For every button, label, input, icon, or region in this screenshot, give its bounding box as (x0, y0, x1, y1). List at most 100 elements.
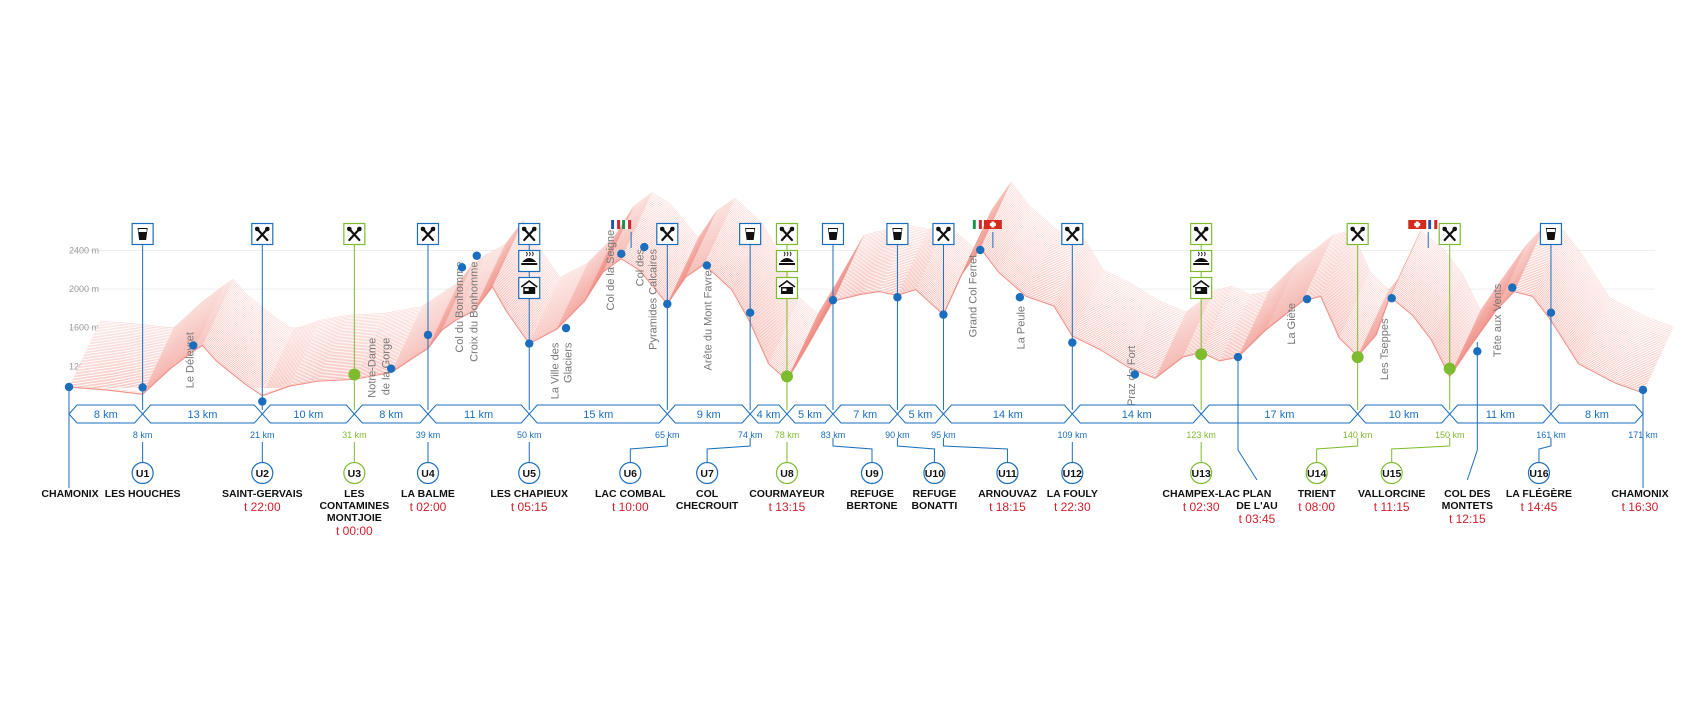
station-badge (696, 461, 719, 485)
fork-head (1350, 226, 1355, 232)
cumulative-km-label: 171 km (1628, 430, 1658, 440)
station-badge-label: U5 (523, 468, 537, 480)
italy-flag (622, 220, 632, 229)
spoon-head (1075, 226, 1080, 232)
spoon-head (1203, 226, 1209, 232)
dish-cover (779, 258, 794, 262)
peak-label: Croix du Bonhomme (469, 262, 481, 362)
waypoint-dot (1302, 294, 1312, 304)
fork-head (521, 226, 527, 232)
station-name: CHAMONIX (1611, 488, 1668, 500)
bed-icon (518, 276, 541, 300)
station-badge (619, 461, 642, 485)
station-eta: t 22:30 (1054, 500, 1091, 514)
pillow (782, 288, 787, 291)
food-icon (343, 222, 366, 246)
steam (1197, 251, 1206, 257)
station-name: CHECROUIT (676, 500, 739, 512)
segment-distance-label: 14 km (1122, 409, 1152, 421)
switzerland-flag (983, 220, 1002, 229)
segment-distance-label: 9 km (697, 409, 721, 421)
waypoint-dot (1130, 370, 1140, 379)
peak-label: Les Tseppes (1379, 318, 1391, 380)
waypoint-dot (702, 261, 712, 270)
segment-distance-label: 15 km (583, 409, 613, 421)
bed-body (1195, 287, 1208, 294)
fork-head (936, 226, 941, 232)
cumulative-km-label: 140 km (1343, 430, 1373, 440)
peak-label: La Ville des (550, 342, 562, 399)
station-name: REFUGE (913, 488, 957, 500)
flag-stripe (975, 220, 979, 229)
segment-distance-label: 11 km (464, 409, 493, 421)
hot-meal-icon (1190, 249, 1213, 273)
food-icon (416, 222, 440, 246)
waypoint-dot (640, 242, 649, 252)
peak-label: Col du Bonhomme (454, 262, 466, 353)
waypoint-dot (663, 299, 672, 309)
station-eta: t 12:15 (1449, 512, 1486, 526)
elevation-profile (68, 181, 1674, 397)
pillow (1196, 288, 1201, 291)
peak-label: Tête aux Vents (1492, 283, 1504, 357)
flag-stripe (614, 220, 618, 229)
cumulative-km-label: 83 km (821, 430, 846, 440)
food-icon (1190, 222, 1213, 246)
peak-label: Arête du Mont Favre (702, 270, 714, 370)
dish-cover (522, 258, 537, 262)
waypoint-dot (745, 308, 755, 317)
food-icon (518, 222, 541, 246)
station-eta: t 02:00 (410, 500, 447, 514)
waypoint-dot (348, 368, 361, 381)
flag-cross (989, 223, 996, 226)
station-name: LES (344, 488, 364, 500)
spoon-head (264, 226, 270, 232)
waypoint-dot (423, 330, 433, 340)
fork-head (1442, 226, 1448, 232)
station-name: LA FLÉGÈRE (1506, 487, 1572, 500)
waypoint-dots (64, 242, 1648, 406)
station-name: COL (696, 488, 719, 500)
peak-label: La Giète (1286, 303, 1298, 345)
fork-head (1193, 226, 1199, 232)
glass-rim (746, 229, 755, 232)
waypoint-dot (1015, 293, 1025, 302)
segment-distance-label: 8 km (1585, 409, 1609, 421)
station-eta: t 18:15 (989, 500, 1026, 514)
station-badge-label: U15 (1382, 468, 1401, 480)
km-marks: 8 km 21 km 31 km 39 km 50 km 65 km 74 km 78 km 8… (133, 430, 1658, 440)
glass-rim (138, 229, 147, 232)
station-name: LA BALME (401, 488, 455, 500)
roof (520, 280, 538, 288)
waypoint-dot (1546, 308, 1556, 317)
waypoint-dot (258, 397, 267, 406)
fork-head (1065, 226, 1070, 232)
cumulative-km-label: 65 km (655, 430, 680, 440)
peak-label: Notre-Dame (367, 338, 379, 398)
station-name: SAINT-GERVAIS (222, 488, 303, 500)
station-badge (1380, 461, 1403, 485)
y-tick-label: 2400 m (69, 246, 99, 256)
station-name: PLAN (1243, 488, 1272, 500)
station-eta: t 11:15 (1374, 500, 1410, 514)
profile-layer-fill (69, 248, 1643, 396)
waypoint-dot (1351, 351, 1364, 364)
spoon-head (789, 226, 795, 232)
station-name: COURMAYEUR (749, 488, 825, 500)
peak-label: Col des (634, 249, 646, 287)
steam (783, 251, 792, 257)
station-name: VALLORCINE (1358, 488, 1425, 500)
cumulative-km-label: 78 km (775, 430, 800, 440)
spoon-head (430, 226, 436, 232)
station-badge (518, 461, 541, 485)
station-name: MONTJOIE (327, 512, 382, 524)
station-eta: t 10:00 (612, 500, 649, 514)
station-name: LA FOULY (1047, 488, 1098, 500)
station-badge (996, 461, 1019, 485)
segment-distance-label: 8 km (379, 409, 403, 421)
cumulative-km-label: 150 km (1435, 430, 1465, 440)
flag-stripe (978, 220, 982, 229)
cumulative-km-label: 8 km (133, 430, 153, 440)
